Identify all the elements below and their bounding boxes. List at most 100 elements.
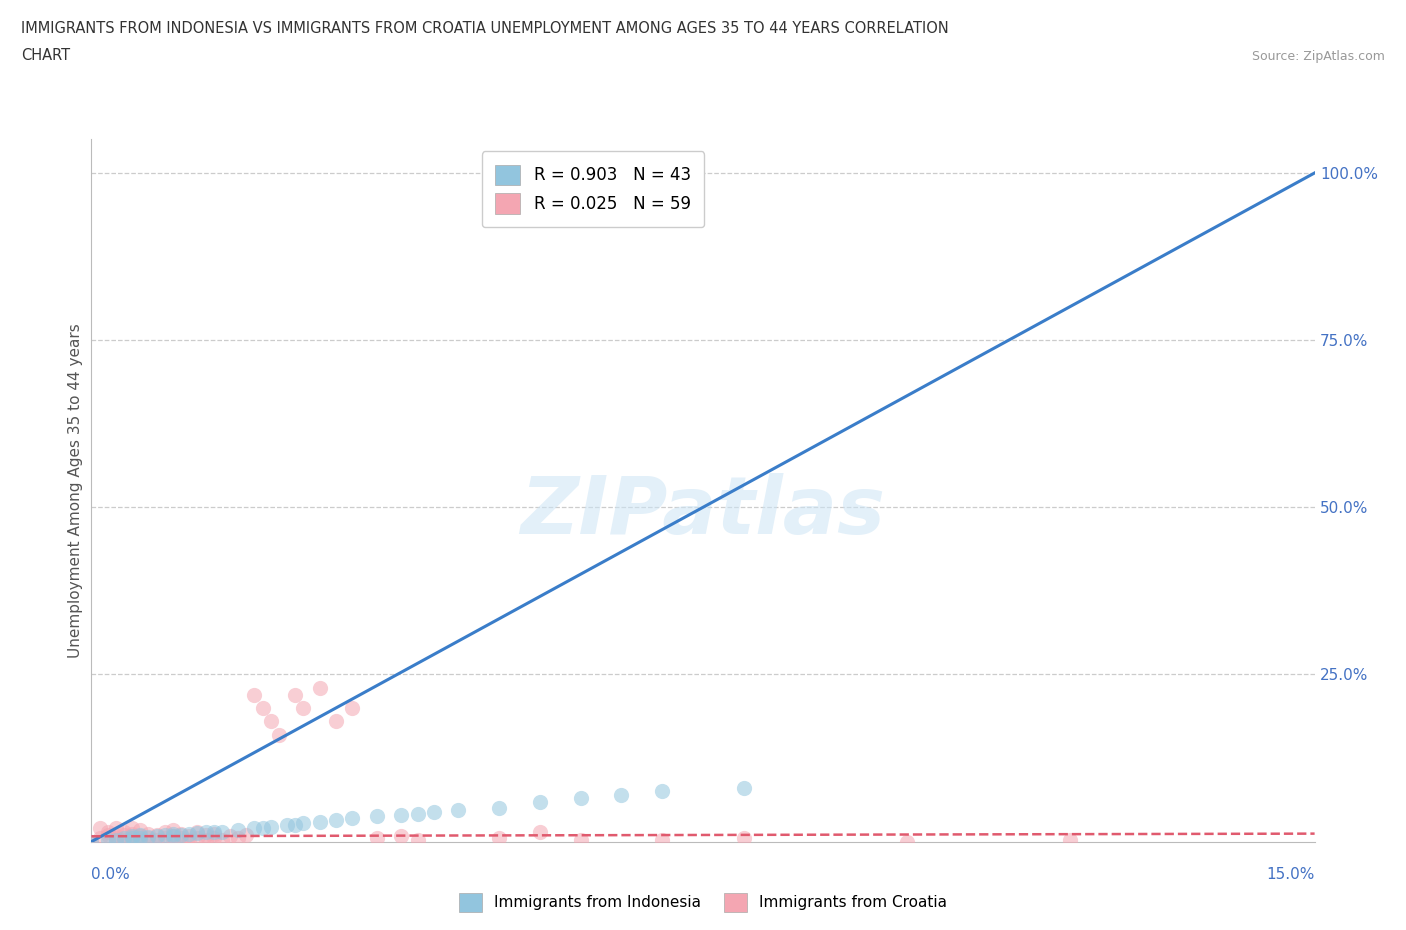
Point <box>219 829 242 844</box>
Text: CHART: CHART <box>21 48 70 63</box>
Point <box>651 832 673 847</box>
Point <box>112 830 135 845</box>
Point <box>194 824 217 839</box>
Point <box>896 834 918 849</box>
Point <box>97 828 120 843</box>
Point <box>406 806 429 821</box>
Point <box>276 817 298 832</box>
Point <box>202 825 225 840</box>
Point <box>284 687 307 702</box>
Point <box>112 832 135 847</box>
Point <box>162 832 184 847</box>
Point <box>342 700 364 715</box>
Point <box>243 687 266 702</box>
Point <box>170 830 193 845</box>
Point <box>243 821 266 836</box>
Point <box>569 832 592 847</box>
Point <box>104 821 127 836</box>
Point <box>406 832 429 847</box>
Point <box>733 780 755 795</box>
Point <box>162 829 184 844</box>
Point <box>202 826 225 841</box>
Point <box>97 832 120 847</box>
Point <box>129 822 152 837</box>
Text: 0.0%: 0.0% <box>91 867 131 882</box>
Point <box>121 826 143 841</box>
Point <box>179 832 201 847</box>
Point <box>186 824 208 839</box>
Point <box>121 821 143 836</box>
Point <box>202 830 225 845</box>
Point <box>153 828 176 843</box>
Point <box>129 832 152 847</box>
Point <box>325 813 347 828</box>
Point <box>325 714 347 729</box>
Point <box>423 804 446 819</box>
Point <box>186 826 208 841</box>
Point <box>267 727 290 742</box>
Point <box>194 828 217 843</box>
Point <box>284 817 307 832</box>
Point <box>569 790 592 805</box>
Point <box>80 834 103 849</box>
Legend: R = 0.903   N = 43, R = 0.025   N = 59: R = 0.903 N = 43, R = 0.025 N = 59 <box>482 152 704 227</box>
Point <box>104 829 127 844</box>
Point <box>186 830 208 845</box>
Point <box>252 700 274 715</box>
Point <box>226 822 249 837</box>
Legend: Immigrants from Indonesia, Immigrants from Croatia: Immigrants from Indonesia, Immigrants fr… <box>453 887 953 918</box>
Point <box>260 819 283 834</box>
Point <box>89 830 111 845</box>
Point <box>194 832 217 847</box>
Point <box>170 826 193 841</box>
Point <box>342 811 364 826</box>
Text: Source: ZipAtlas.com: Source: ZipAtlas.com <box>1251 50 1385 63</box>
Point <box>488 830 510 845</box>
Point <box>121 830 143 845</box>
Point <box>112 824 135 839</box>
Point <box>97 824 120 839</box>
Point <box>211 832 233 847</box>
Point <box>252 821 274 836</box>
Point <box>389 829 412 844</box>
Point <box>162 829 184 844</box>
Point <box>389 807 412 822</box>
Text: ZIPatlas: ZIPatlas <box>520 472 886 551</box>
Point <box>104 830 127 845</box>
Point <box>121 829 143 844</box>
Point <box>260 714 283 729</box>
Point <box>529 794 551 809</box>
Point <box>235 828 257 843</box>
Point <box>129 828 152 843</box>
Point <box>447 802 470 817</box>
Point <box>292 816 315 830</box>
Point <box>292 700 315 715</box>
Point <box>138 826 160 841</box>
Point <box>366 830 388 845</box>
Point <box>145 832 167 847</box>
Point <box>104 832 127 847</box>
Point <box>138 830 160 844</box>
Point <box>89 821 111 836</box>
Point <box>610 788 633 803</box>
Point <box>162 822 184 837</box>
Point <box>153 830 176 845</box>
Text: IMMIGRANTS FROM INDONESIA VS IMMIGRANTS FROM CROATIA UNEMPLOYMENT AMONG AGES 35 : IMMIGRANTS FROM INDONESIA VS IMMIGRANTS … <box>21 20 949 35</box>
Point <box>162 826 184 841</box>
Point <box>308 814 330 829</box>
Point <box>179 826 201 841</box>
Point <box>308 681 330 696</box>
Point <box>733 830 755 845</box>
Point <box>211 824 233 839</box>
Point <box>145 829 167 844</box>
Point <box>153 824 176 839</box>
Point <box>179 829 201 844</box>
Point <box>170 828 193 843</box>
Point <box>651 784 673 799</box>
Point <box>488 801 510 816</box>
Point <box>129 830 152 845</box>
Point <box>129 829 152 844</box>
Point <box>226 830 249 845</box>
Point <box>366 809 388 824</box>
Point <box>145 828 167 843</box>
